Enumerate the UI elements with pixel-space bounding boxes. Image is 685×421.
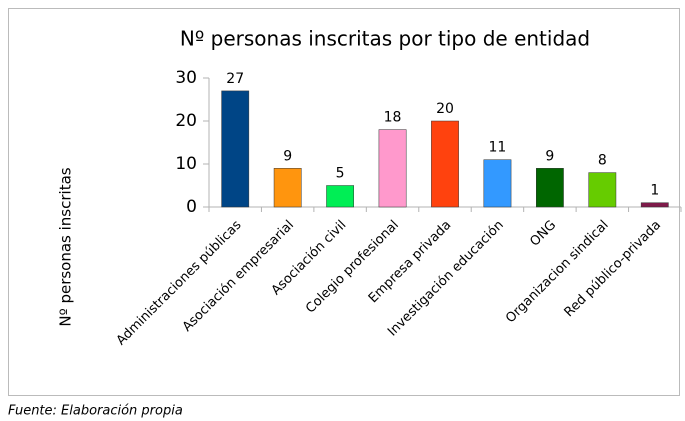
value-label: 9 — [545, 148, 554, 164]
value-label: 11 — [489, 140, 507, 156]
value-label: 27 — [226, 71, 244, 87]
value-label: 8 — [598, 153, 607, 169]
value-label: 5 — [336, 166, 345, 182]
bar — [221, 90, 250, 208]
bar — [536, 168, 564, 208]
chart-title: Nº personas inscritas por tipo de entida… — [180, 27, 590, 51]
bar — [640, 202, 669, 208]
bar — [273, 168, 302, 208]
source-note: Fuente: Elaboración propia — [8, 404, 183, 419]
y-tick-label: 20 — [175, 111, 197, 131]
value-label: 20 — [436, 101, 454, 117]
value-label: 18 — [384, 110, 402, 126]
value-label: 1 — [650, 183, 659, 199]
bar — [483, 159, 512, 208]
bar — [431, 120, 459, 208]
y-axis-label: Nº personas inscritas — [57, 167, 75, 326]
bar — [326, 185, 354, 208]
y-tick-label: 10 — [175, 154, 197, 174]
bar — [378, 129, 407, 208]
value-label: 9 — [283, 148, 292, 164]
bar — [588, 172, 617, 208]
y-tick-label: 30 — [175, 68, 197, 88]
y-tick-label: 0 — [186, 197, 197, 217]
